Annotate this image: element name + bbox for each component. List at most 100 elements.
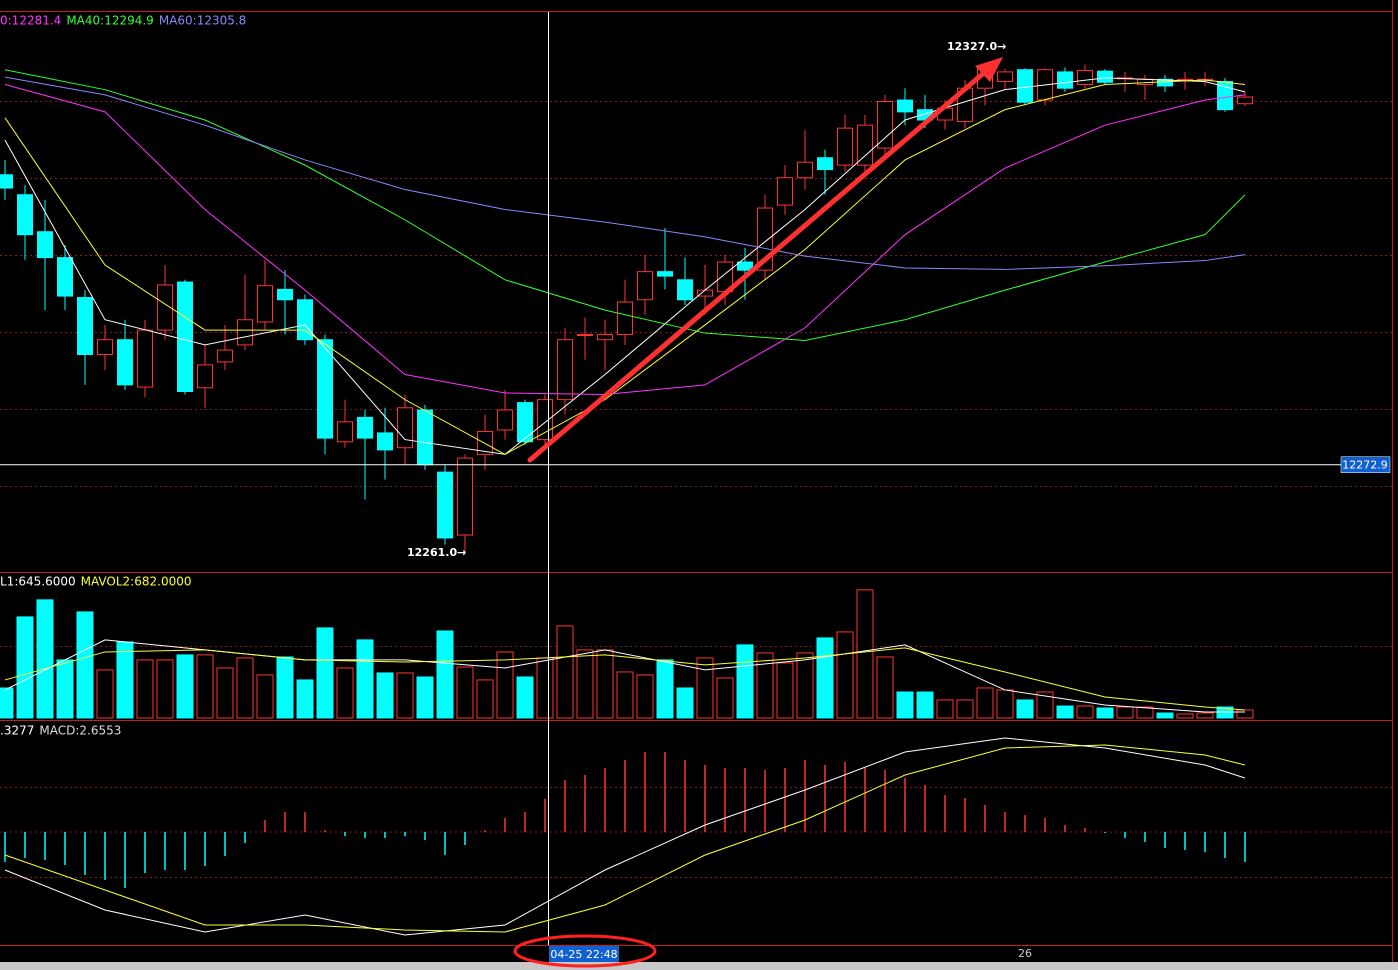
volume-bar	[336, 667, 354, 719]
volume-bar	[256, 674, 274, 719]
volume-bar	[816, 637, 834, 719]
volume-bar	[176, 654, 194, 719]
volume-bar	[1036, 691, 1054, 719]
volume-bar	[116, 641, 134, 719]
volume-bar	[36, 599, 54, 719]
volume-bar	[716, 677, 734, 719]
volume-bar	[836, 631, 854, 719]
volume-bar	[476, 679, 494, 719]
volume-bar	[556, 625, 574, 719]
candle-body	[337, 421, 353, 443]
candle-body	[37, 231, 53, 259]
volume-bar	[1236, 709, 1254, 719]
volume-bar	[316, 627, 334, 719]
candle-body	[397, 407, 413, 449]
candle-body	[557, 339, 573, 401]
volume-bar	[876, 656, 894, 719]
high-annotation: 12327.0→	[947, 40, 1006, 53]
volume-bar	[196, 654, 214, 719]
candle-body	[417, 409, 433, 466]
legend-entry: MACD:2.6553	[39, 724, 121, 738]
volume-bar	[856, 589, 874, 719]
volume-bar	[356, 639, 374, 719]
candle-body	[657, 271, 673, 277]
candle-body	[217, 349, 233, 363]
volume-bar	[1096, 707, 1114, 719]
candle-body	[897, 99, 913, 113]
candle-body	[1097, 70, 1113, 83]
candle-body	[517, 402, 533, 443]
candle-body	[237, 319, 253, 346]
candle-body	[1217, 81, 1233, 111]
candle-body	[1237, 96, 1253, 105]
volume-bar	[916, 691, 934, 719]
candle-body	[537, 399, 553, 441]
status-strip	[0, 962, 1398, 970]
volume-bar	[156, 659, 174, 719]
cursor-price-label: 12272.9	[1342, 459, 1388, 472]
volume-bar	[736, 644, 754, 719]
volume-bar	[16, 616, 34, 719]
volume-bar	[1196, 712, 1214, 719]
cursor-date-label: 04-25 22:48	[550, 948, 617, 961]
plot-area: 26 12272.9	[0, 64, 1392, 960]
candle-body	[97, 339, 113, 356]
candle-body	[597, 334, 613, 341]
volume-bar	[416, 676, 434, 719]
volume-bar	[1136, 706, 1154, 719]
volume-bar	[0, 687, 14, 719]
legend-entry: MA40:12294.9	[66, 14, 154, 28]
volume-bar	[1176, 713, 1194, 719]
volume-bar	[1056, 705, 1074, 719]
candle-body	[177, 281, 193, 392]
candle-body	[437, 471, 453, 539]
volume-bar	[756, 652, 774, 719]
volume-bar	[676, 687, 694, 719]
volume-bar	[616, 671, 634, 719]
candle-body	[837, 127, 853, 166]
x-tick-label: 26	[1018, 947, 1032, 960]
volume-bar	[776, 662, 794, 719]
candle-body	[877, 101, 893, 149]
indicator-line	[4, 744, 1246, 933]
candle-body	[577, 334, 593, 337]
volume-bar	[76, 611, 94, 719]
volume-bar	[536, 657, 554, 719]
volume-bar	[436, 630, 454, 719]
volume-bar	[456, 666, 474, 719]
candle-body	[117, 339, 133, 386]
candle-body	[377, 432, 393, 451]
cursor-date-box	[549, 946, 619, 962]
volume-bar	[636, 674, 654, 719]
volume-bar	[596, 649, 614, 719]
legend-entry: .3277	[0, 724, 34, 738]
indicator-line	[4, 77, 1246, 455]
volume-bar	[576, 649, 594, 719]
volume-bar	[1076, 705, 1094, 719]
candle-body	[1137, 78, 1153, 85]
indicator-line	[4, 76, 1246, 270]
indicator-line	[4, 737, 1246, 936]
candle-body	[277, 288, 293, 301]
candle-body	[637, 271, 653, 301]
low-annotation: 12261.0→	[407, 546, 466, 559]
candle-body	[617, 301, 633, 336]
candle-body	[17, 194, 33, 236]
candle-body	[257, 285, 273, 323]
volume-bar	[216, 667, 234, 719]
legend-entry: MAVOL2:682.0000	[81, 575, 192, 589]
volume-bar	[956, 699, 974, 719]
candle-body	[997, 71, 1013, 83]
candle-body	[857, 124, 873, 166]
candle-body	[497, 409, 513, 431]
volume-bar	[796, 652, 814, 719]
volume-bar	[56, 659, 74, 719]
volume-bar	[96, 669, 114, 719]
volume-bar	[496, 651, 514, 719]
volume-bar	[136, 659, 154, 719]
volume-bar	[376, 672, 394, 719]
candle-body	[1057, 71, 1073, 89]
candle-body	[797, 161, 813, 179]
